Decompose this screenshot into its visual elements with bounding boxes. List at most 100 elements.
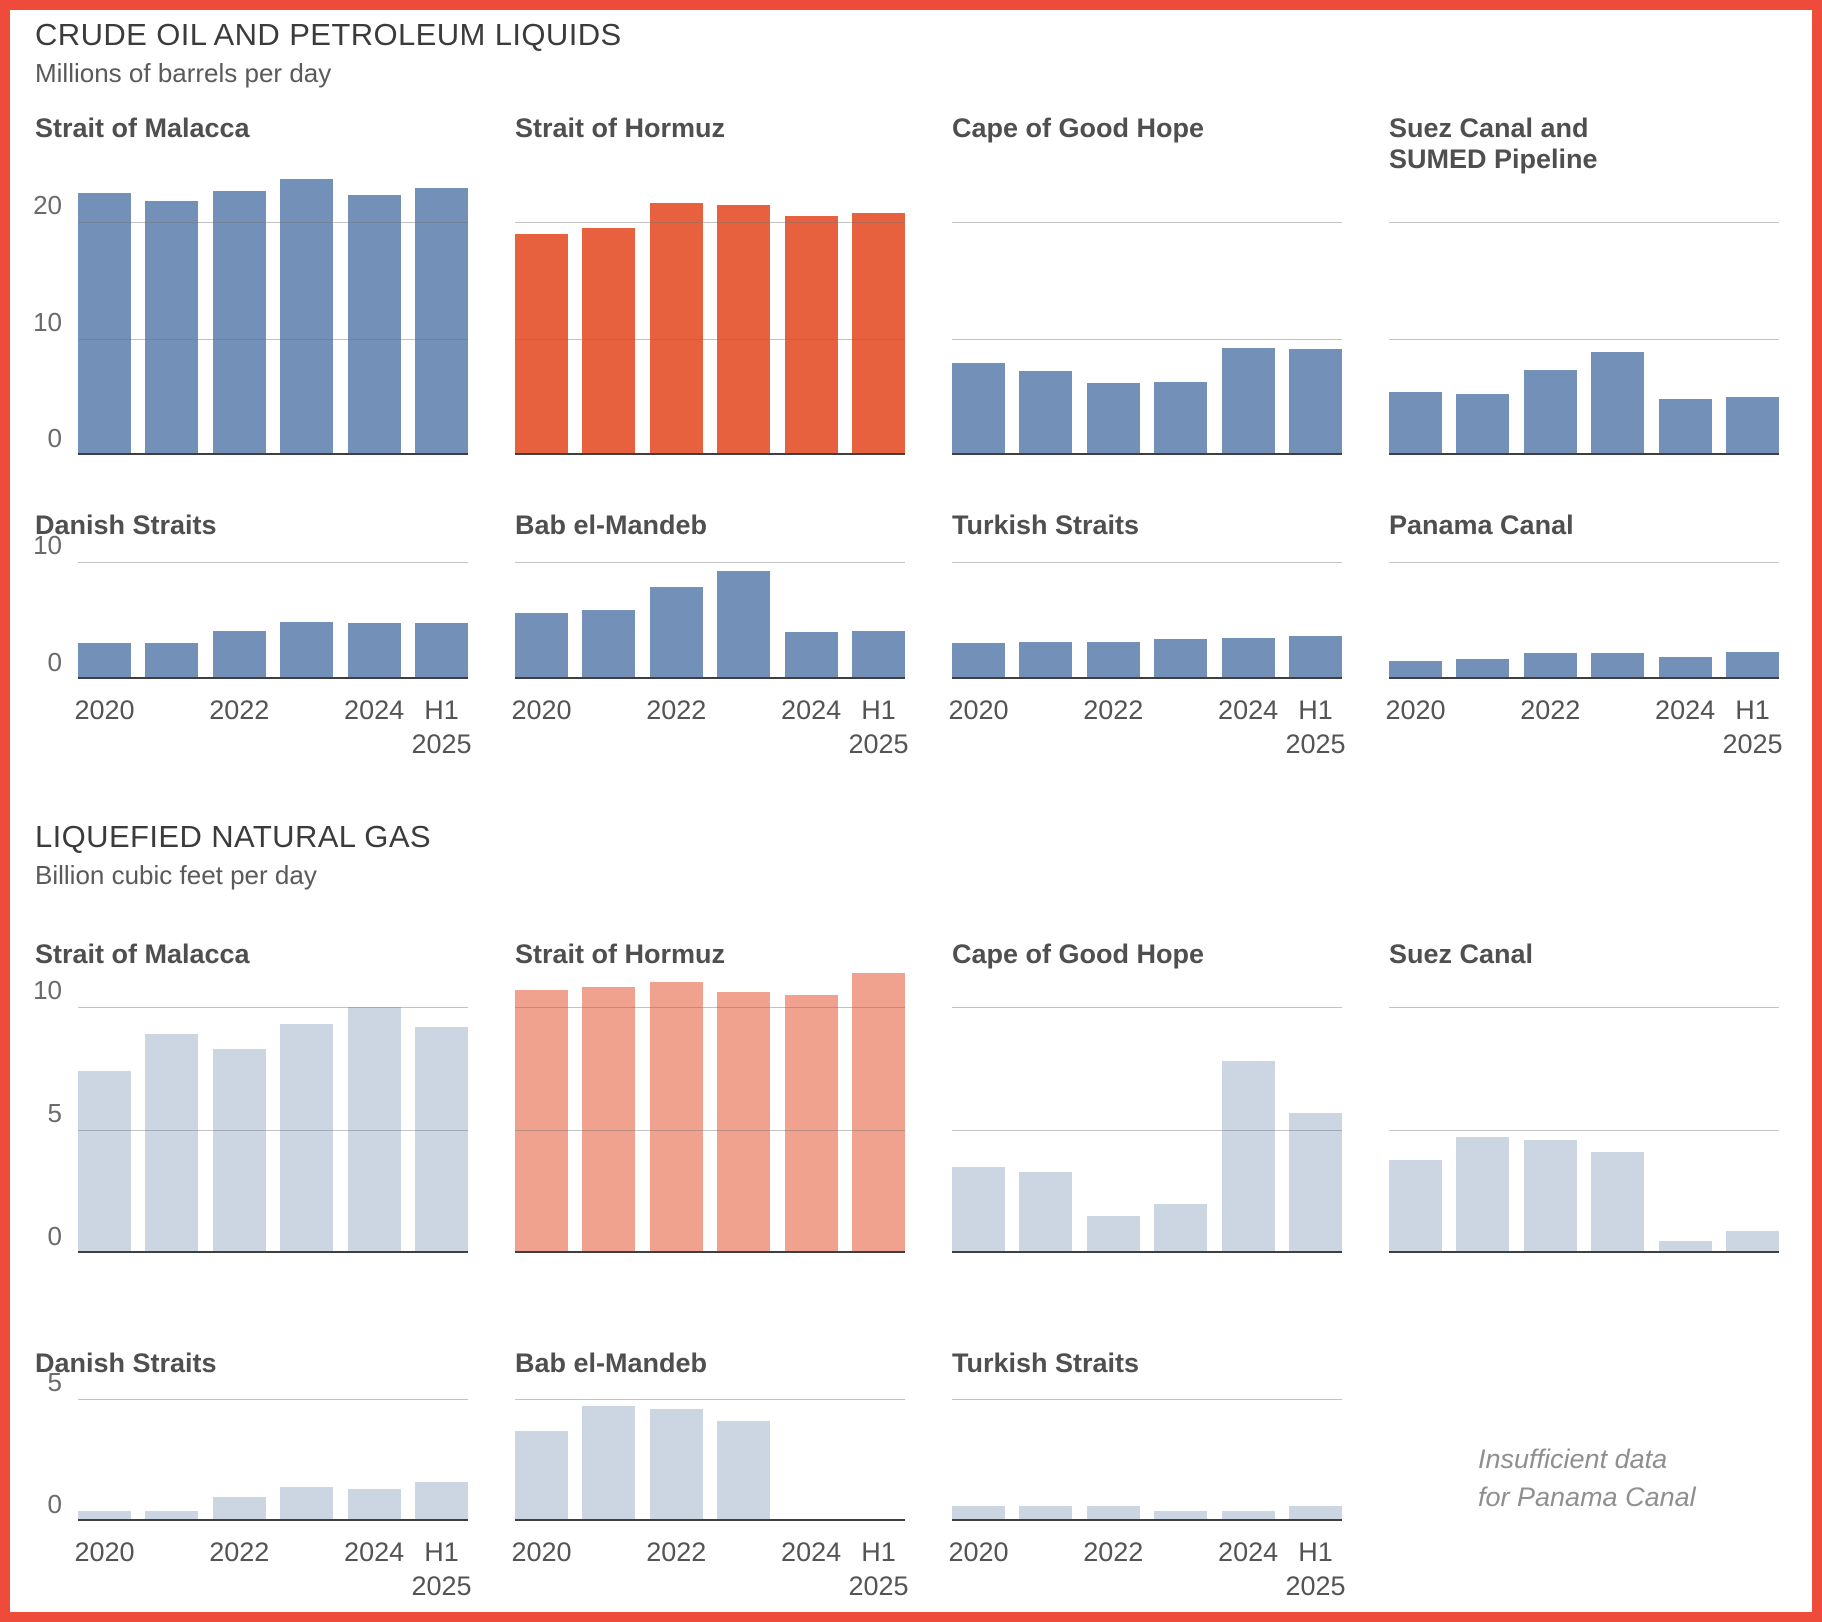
bar-H1 2025 xyxy=(1288,349,1342,455)
bar-2021 xyxy=(582,609,636,679)
bar-H1 2025 xyxy=(851,972,905,1253)
x-axis-line xyxy=(515,453,905,455)
bar-chart-turkish-crude: 2020 2022 2024 H1 2025 xyxy=(948,562,1346,759)
y-tick-label: 0 xyxy=(47,1221,62,1251)
bar-H1 2025 xyxy=(851,212,905,455)
x-tick-label: 2022 xyxy=(209,1537,270,1567)
chart-title-text: Suez Canal and xyxy=(1389,113,1589,143)
chart-cell-hormuz-crude: Strait of Hormuz xyxy=(472,113,909,455)
chart-cell-malacca-crude: Strait of Malacca 20 10 0 xyxy=(33,113,472,455)
bar-2024 xyxy=(1658,1240,1712,1253)
gridline xyxy=(952,1399,1342,1400)
x-axis-line xyxy=(515,1251,905,1253)
bar-2022 xyxy=(649,586,703,679)
bar-H1 2025 xyxy=(851,631,905,679)
bar-2024 xyxy=(347,1007,401,1253)
chart-title: Strait of Hormuz xyxy=(515,940,909,968)
x-tick-label: 2024 xyxy=(344,695,405,725)
chart-title-text: Turkish Straits xyxy=(952,1348,1140,1378)
gridline xyxy=(515,562,905,563)
bar-group xyxy=(1389,165,1779,455)
x-axis-line xyxy=(1389,453,1779,455)
chart-cell-suez-sumed-crude: Suez Canal and SUMED Pipeline xyxy=(1346,113,1783,455)
bar-2021 xyxy=(1019,641,1073,679)
chart-title: Cape of Good Hope xyxy=(952,940,1346,968)
bar-H1 2025 xyxy=(414,188,468,455)
y-tick-label: 0 xyxy=(47,423,62,453)
bar-chart-suez-sumed-crude xyxy=(1389,165,1779,455)
bar-2020 xyxy=(1389,392,1442,455)
chart-title: Turkish Straits xyxy=(952,1348,1346,1399)
bar-group xyxy=(78,562,468,679)
chart-title-text: Cape of Good Hope xyxy=(952,113,1204,143)
gridline xyxy=(515,1130,905,1131)
chart-title-text: Strait of Hormuz xyxy=(515,113,726,143)
bar-2024 xyxy=(1221,347,1275,455)
bar-2021 xyxy=(582,1406,636,1521)
bar-2020 xyxy=(515,989,568,1253)
gridline xyxy=(78,562,468,563)
gridline xyxy=(1389,1007,1779,1008)
x-tick-2025: 2025 xyxy=(848,729,909,759)
chart-title: Danish Straits xyxy=(35,1348,472,1399)
x-tick-label: 2020 xyxy=(511,695,572,725)
bar-H1 2025 xyxy=(1725,652,1779,679)
bar-chart-hormuz-crude xyxy=(515,165,905,455)
lng-section-subtitle: Billion cubic feet per day xyxy=(35,860,317,890)
bar-2024 xyxy=(784,632,838,679)
x-axis-line xyxy=(78,1519,468,1521)
x-axis-line xyxy=(78,1251,468,1253)
x-axis-labels: 2020 2022 2024 H1 2025 xyxy=(948,693,1345,767)
lng-row-2: Danish Straits 5 0 2020 2022 2024 H1 2025 Bab … xyxy=(35,1348,1812,1601)
chart-cell-panama-crude: Panama Canal 2020 2022 2024 H1 2025 xyxy=(1346,510,1783,759)
x-tick-label: 2024 xyxy=(781,1537,842,1567)
bar-H1 2025 xyxy=(1725,396,1779,455)
bar-2022 xyxy=(1523,369,1577,455)
bar-2021 xyxy=(145,642,199,679)
x-tick-label: 2024 xyxy=(344,1537,405,1567)
x-tick-label: 2024 xyxy=(1655,695,1716,725)
chart-title: Suez Canal xyxy=(1389,940,1783,968)
x-axis-line xyxy=(515,1519,905,1521)
chart-title-text: Cape of Good Hope xyxy=(952,939,1204,969)
gridline xyxy=(952,1130,1342,1131)
x-tick-h1: H1 xyxy=(861,695,896,725)
bar-2020 xyxy=(78,1070,131,1253)
x-axis-line xyxy=(952,1519,1342,1521)
bar-2021 xyxy=(1456,659,1510,679)
chart-title: Cape of Good Hope xyxy=(952,113,1346,165)
chart-title-line2: SUMED Pipeline xyxy=(1389,144,1598,174)
bar-2022 xyxy=(649,203,703,455)
x-tick-label: 2022 xyxy=(1083,1537,1144,1567)
chart-title-text: Strait of Hormuz xyxy=(515,939,726,969)
x-tick-h1: H1 xyxy=(1298,695,1333,725)
bar-chart-malacca-crude: 20 10 0 xyxy=(33,165,468,455)
x-tick-h1: H1 xyxy=(424,1537,459,1567)
chart-title: Strait of Malacca xyxy=(35,113,472,165)
bar-2023 xyxy=(1591,352,1645,455)
gridline xyxy=(515,1399,905,1400)
crude-row-1: Strait of Malacca 20 10 0 Strait of Hormuz… xyxy=(33,113,1812,455)
x-axis-labels: 2020 2022 2024 H1 2025 xyxy=(1385,693,1782,767)
x-axis-line xyxy=(78,677,468,679)
x-tick-label-h1-2025: H1 2025 xyxy=(1285,693,1345,761)
bar-2020 xyxy=(78,642,131,679)
bar-2024 xyxy=(1221,1061,1275,1253)
x-axis-labels: 2020 2022 2024 H1 2025 xyxy=(948,1535,1345,1609)
bar-2022 xyxy=(1086,382,1140,455)
bar-2022 xyxy=(1086,1506,1140,1521)
gridline xyxy=(1389,562,1779,563)
y-tick-label: 10 xyxy=(33,306,62,337)
chart-title: Bab el-Mandeb xyxy=(515,1348,909,1399)
chart-cell-danish-crude: Danish Straits 10 0 2020 2022 2024 H1 2025 xyxy=(33,510,472,759)
y-tick-label: 10 xyxy=(33,975,62,1005)
x-tick-h1: H1 xyxy=(424,695,459,725)
x-tick-label: 2022 xyxy=(1520,695,1581,725)
x-axis-line xyxy=(952,677,1342,679)
bar-chart-suez-lng xyxy=(1389,968,1779,1253)
x-axis-labels: 2020 2022 2024 H1 2025 xyxy=(511,693,909,767)
bar-2021 xyxy=(1019,1506,1073,1521)
x-tick-label-h1-2025: H1 2025 xyxy=(1285,1535,1345,1603)
bar-2022 xyxy=(1523,1139,1577,1253)
bar-2020 xyxy=(515,1430,568,1521)
